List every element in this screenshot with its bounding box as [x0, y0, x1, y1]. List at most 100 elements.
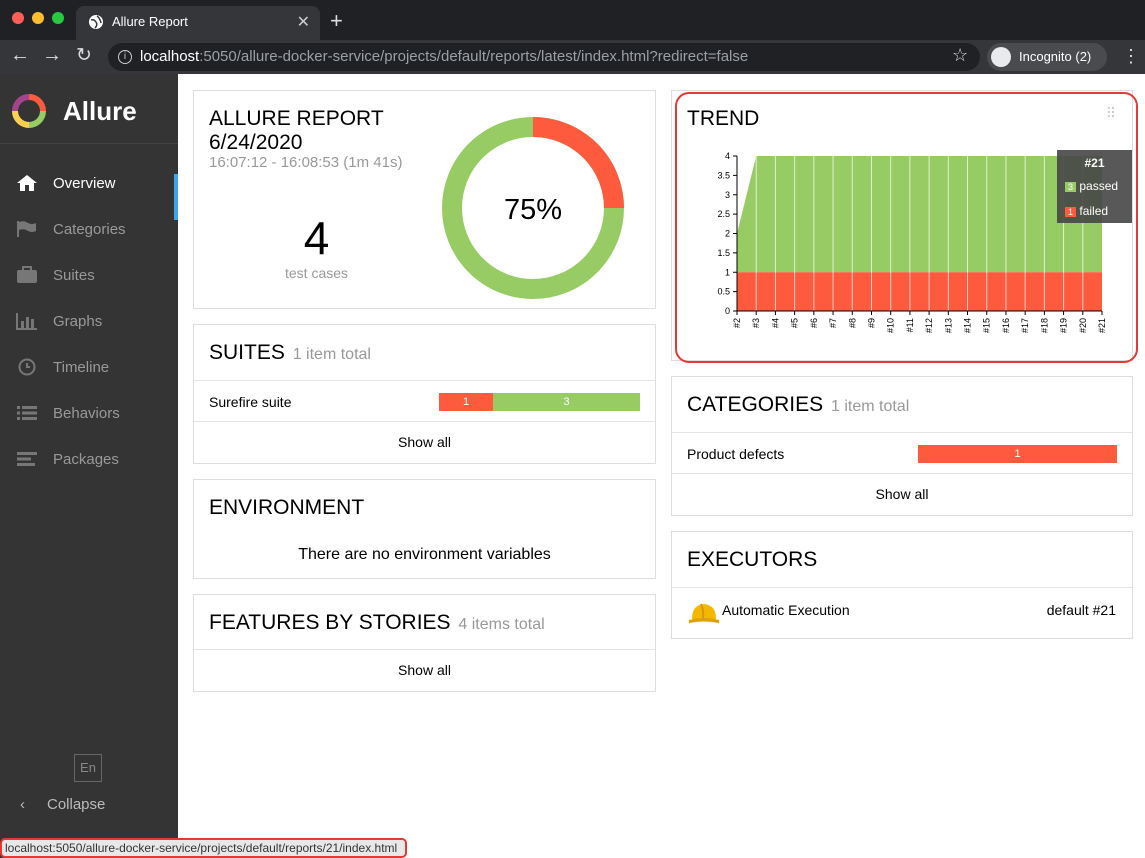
test-count: 4 — [303, 212, 330, 264]
sidebar-item-graphs[interactable]: Graphs — [0, 298, 178, 344]
donut-failed-arc[interactable] — [532, 117, 624, 209]
trend-passed-area — [737, 156, 1102, 273]
suites-title: SUITES 1 item total — [209, 341, 371, 365]
address-bar-row: ← → ↻ i localhost:5050/allure-docker-ser… — [0, 40, 1145, 74]
report-title: ALLURE REPORT — [209, 107, 384, 130]
forward-button[interactable]: → — [42, 44, 62, 66]
environment-title: ENVIRONMENT — [209, 496, 365, 519]
hard-hat-icon — [689, 603, 719, 623]
info-icon[interactable]: i — [118, 50, 132, 64]
sidebar-item-overview[interactable]: Overview — [0, 160, 178, 220]
sidebar-item-suites[interactable]: Suites — [0, 252, 178, 298]
sidebar-item-categories[interactable]: Categories — [0, 206, 178, 252]
sidebar-item-timeline[interactable]: Timeline — [0, 344, 178, 390]
trend-chart: 0 0.5 1 1.5 2 2.5 3 3.5 4 #2 #3 #4 #5 #6 #7 #8 #9 #10 #11 #… — [717, 151, 1107, 333]
category-failed-bar: 1 — [918, 445, 1117, 463]
trend-x-tick-label: #13 — [943, 318, 953, 333]
collapse-button[interactable]: ‹ Collapse — [20, 796, 105, 813]
url-path: :5050/allure-docker-service/projects/def… — [199, 48, 749, 65]
browser-menu-icon[interactable]: ⋮ — [1122, 46, 1140, 66]
sidebar-item-label: Overview — [53, 175, 116, 192]
executor-build[interactable]: default #21 — [1046, 602, 1116, 618]
features-title-text: FEATURES BY STORIES — [209, 611, 451, 634]
suite-passed-bar: 3 — [493, 393, 640, 411]
sidebar: Allure Overview Categories Suites Graphs… — [0, 74, 178, 858]
sidebar-item-behaviors[interactable]: Behaviors — [0, 390, 178, 436]
category-name: Product defects — [687, 446, 785, 462]
category-row[interactable]: Product defects 1 — [672, 432, 1132, 475]
language-switch[interactable]: En — [74, 754, 102, 782]
suite-name: Surefire suite — [209, 394, 292, 410]
trend-widget: TREND ⠿ 0 0.5 1 1.5 2 2.5 3 3.5 4 #2 #3 #4 #5 #6 #7 #8 #… — [671, 90, 1133, 361]
suites-count: 1 item total — [292, 346, 371, 363]
report-time: 16:07:12 - 16:08:53 (1m 41s) — [209, 154, 403, 171]
home-icon — [17, 175, 37, 191]
incognito-label: Incognito (2) — [1019, 49, 1092, 64]
sidebar-item-packages[interactable]: Packages — [0, 436, 178, 482]
environment-empty: There are no environment variables — [298, 546, 551, 563]
browser-tab[interactable]: Allure Report ✕ — [76, 6, 320, 40]
trend-x-tick-label: #11 — [905, 318, 915, 332]
back-button[interactable]: ← — [10, 44, 30, 66]
minimize-window-button[interactable] — [32, 12, 44, 24]
chevron-left-icon: ‹ — [20, 796, 25, 813]
tab-title: Allure Report — [112, 14, 188, 29]
tooltip-failed-count: 1 — [1065, 207, 1077, 217]
trend-x-tick-label: #16 — [1001, 318, 1011, 333]
brand[interactable]: Allure — [0, 74, 178, 144]
trend-y-tick-label: 3 — [725, 190, 730, 200]
trend-x-tick-label: #17 — [1020, 318, 1030, 333]
features-title: FEATURES BY STORIES 4 items total — [209, 611, 545, 635]
bookmark-star-icon[interactable]: ☆ — [952, 45, 969, 65]
trend-title: TREND — [687, 107, 760, 130]
tooltip-passed-label: passed — [1079, 179, 1119, 193]
trend-x-tick-label: #9 — [866, 318, 876, 328]
clock-icon — [18, 358, 36, 376]
test-count-label: test cases — [284, 265, 349, 281]
brand-name: Allure — [63, 96, 137, 126]
globe-icon — [89, 15, 103, 29]
reload-button[interactable]: ↻ — [76, 45, 92, 66]
summary-widget: ALLURE REPORT 6/24/2020 16:07:12 - 16:08… — [193, 90, 656, 309]
trend-x-tick-label: #14 — [963, 318, 973, 333]
executor-row[interactable]: Automatic Execution default #21 — [672, 587, 1132, 639]
status-url-bar: localhost:5050/allure-docker-service/pro… — [0, 838, 408, 858]
trend-x-tick-label: #20 — [1078, 318, 1088, 333]
list-icon — [17, 406, 37, 420]
close-tab-icon[interactable]: ✕ — [296, 14, 310, 31]
trend-y-tick-label: 3.5 — [717, 170, 730, 180]
categories-show-all[interactable]: Show all — [672, 473, 1132, 515]
trend-x-tick-label: #7 — [828, 318, 838, 328]
suite-row[interactable]: Surefire suite 1 3 — [194, 380, 655, 423]
incognito-button[interactable]: Incognito (2) — [987, 43, 1107, 71]
categories-count: 1 item total — [830, 398, 910, 415]
trend-x-tick-label: #18 — [1039, 318, 1049, 333]
sidebar-item-label: Timeline — [53, 359, 110, 376]
trend-x-tick-label: #21 — [1097, 318, 1107, 333]
executor-name[interactable]: Automatic Execution — [722, 602, 850, 618]
tooltip-title: #21 — [1084, 156, 1105, 170]
trend-x-tick-label: #10 — [886, 318, 896, 333]
url-host: localhost — [140, 48, 200, 65]
trend-x-tick-label: #12 — [924, 318, 934, 333]
url-input[interactable]: i localhost:5050/allure-docker-service/p… — [108, 43, 980, 71]
trend-x-tick-label: #15 — [982, 318, 992, 333]
flag-icon — [17, 221, 36, 237]
maximize-window-button[interactable] — [52, 12, 64, 24]
suites-widget: SUITES 1 item total Surefire suite 1 3 S… — [193, 324, 656, 464]
new-tab-button[interactable]: + — [330, 8, 343, 33]
features-show-all[interactable]: Show all — [194, 649, 655, 691]
pass-rate-donut: 75% — [442, 117, 624, 299]
suite-failed-bar: 1 — [439, 393, 493, 411]
trend-failed-area — [737, 272, 1102, 311]
trend-x-tick-label: #2 — [732, 318, 742, 328]
executors-title: EXECUTORS — [687, 548, 818, 571]
categories-title: CATEGORIES 1 item total — [687, 393, 909, 417]
sidebar-item-label: Packages — [53, 451, 119, 468]
suites-show-all[interactable]: Show all — [194, 421, 655, 463]
trend-x-tick-label: #6 — [809, 318, 819, 328]
tooltip-passed-count: 3 — [1065, 182, 1077, 192]
close-window-button[interactable] — [12, 12, 24, 24]
drag-handle-icon[interactable]: ⠿ — [1105, 105, 1116, 121]
browser-tab-bar: Allure Report ✕ + — [0, 0, 1145, 40]
